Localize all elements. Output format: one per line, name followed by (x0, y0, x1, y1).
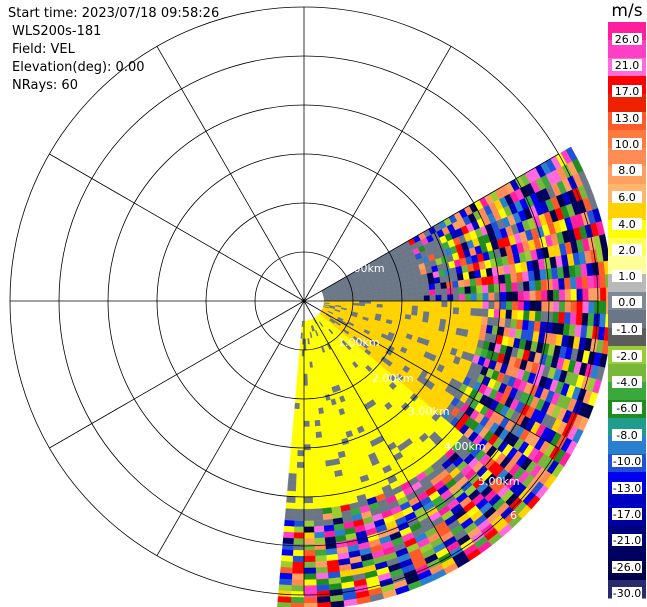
azimuth-spoke (303, 46, 452, 302)
colorbar-block (608, 490, 646, 509)
colorbar-block (608, 256, 646, 275)
colorbar-tick-label: -2.0 (616, 350, 637, 363)
range-ring-label: 1.00km (343, 262, 385, 275)
nrays-label: NRays: 60 (12, 78, 78, 93)
colorbar-tick-bg (612, 482, 642, 494)
colorbar-tick-bg (612, 138, 642, 150)
colorbar-tick-label: 26.0 (615, 33, 640, 46)
range-ring-label: 3.00km (408, 405, 450, 418)
colorbar-tick-bg (612, 561, 642, 573)
colorbar-tick-label: 10.0 (615, 138, 640, 151)
colorbar-block (608, 94, 646, 113)
azimuth-spoke (156, 46, 305, 302)
range-ring-label: 1.00km (338, 336, 380, 349)
colorbar-tick-label: -4.0 (616, 376, 637, 389)
colorbar-tick-label: -26.0 (613, 561, 641, 574)
range-ring-label: 6 (510, 509, 517, 522)
instrument-label: WLS200s-181 (12, 24, 102, 39)
colorbar-unit-label: m/s (611, 1, 642, 21)
elevation-label: Elevation(deg): 0.00 (12, 60, 145, 75)
colorbar-tick-label: 1.0 (618, 270, 636, 283)
colorbar-tick-bg (612, 33, 642, 45)
colorbar-tick-label: -6.0 (616, 402, 637, 415)
range-ring-label: 2.00km (372, 372, 414, 385)
colorbar-tick-label: 8.0 (618, 164, 636, 177)
colorbar-tick-label: 6.0 (618, 191, 636, 204)
colorbar-tick-label: -17.0 (613, 508, 641, 521)
colorbar-tick-label: 0.0 (618, 296, 636, 309)
colorbar-tick-label: 21.0 (615, 59, 640, 72)
azimuth-spoke (303, 300, 559, 449)
colorbar-tick-bg (612, 85, 642, 97)
colorbar-tick-bg (612, 429, 642, 441)
colorbar-tick-label: -8.0 (616, 429, 637, 442)
colorbar-tick-bg (612, 455, 642, 467)
colorbar-block (608, 202, 646, 221)
colorbar-tick-bg (612, 402, 642, 414)
colorbar-tick-label: 4.0 (618, 218, 636, 231)
azimuth-spoke (303, 300, 452, 556)
colorbar-tick-bg (612, 270, 642, 282)
colorbar-block (608, 544, 646, 563)
colorbar-tick-label: -1.0 (616, 323, 637, 336)
range-ring-labels: 1.00km 1.00km 2.00km 3.00km 4.00km 5.00km 6 (338, 262, 520, 522)
azimuth-spoke (303, 153, 559, 302)
azimuth-spoke (49, 300, 305, 449)
colorbar-tick-label: 13.0 (615, 112, 640, 125)
colorbar-block (608, 148, 646, 167)
colorbar-tick-bg (612, 350, 642, 362)
range-ring-label: 5.00km (478, 475, 520, 488)
colorbar-tick-bg (612, 244, 642, 256)
colorbar-tick-bg (612, 376, 642, 388)
colorbar-tick-label: -30.0 (613, 587, 641, 600)
colorbar-tick-label: -21.0 (613, 534, 641, 547)
colorbar-tick-bg (612, 112, 642, 124)
colorbar-tick-bg (612, 191, 642, 203)
colorbar-tick-bg (612, 587, 642, 599)
colorbar-tick-label: 2.0 (618, 244, 636, 257)
start-time-label: Start time: 2023/07/18 09:58:26 (8, 6, 220, 21)
azimuth-spoke (156, 300, 305, 556)
colorbar-tick-bg (612, 534, 642, 546)
colorbar-tick-bg (612, 218, 642, 230)
colorbar-tick-bg (612, 296, 642, 308)
colorbar-tick-bg (612, 59, 642, 71)
colorbar-tick-bg (612, 323, 642, 335)
colorbar-tick-bg (612, 508, 642, 520)
colorbar-tick-label: -13.0 (613, 482, 641, 495)
colorbar-tick-bg (612, 164, 642, 176)
colorbar-tick-label: 17.0 (615, 85, 640, 98)
range-ring-label: 4.00km (444, 440, 486, 453)
azimuth-spokes (10, 7, 598, 595)
colorbar-tick-label: -10.0 (613, 455, 641, 468)
field-label: Field: VEL (12, 42, 75, 57)
azimuth-spoke (49, 153, 305, 302)
